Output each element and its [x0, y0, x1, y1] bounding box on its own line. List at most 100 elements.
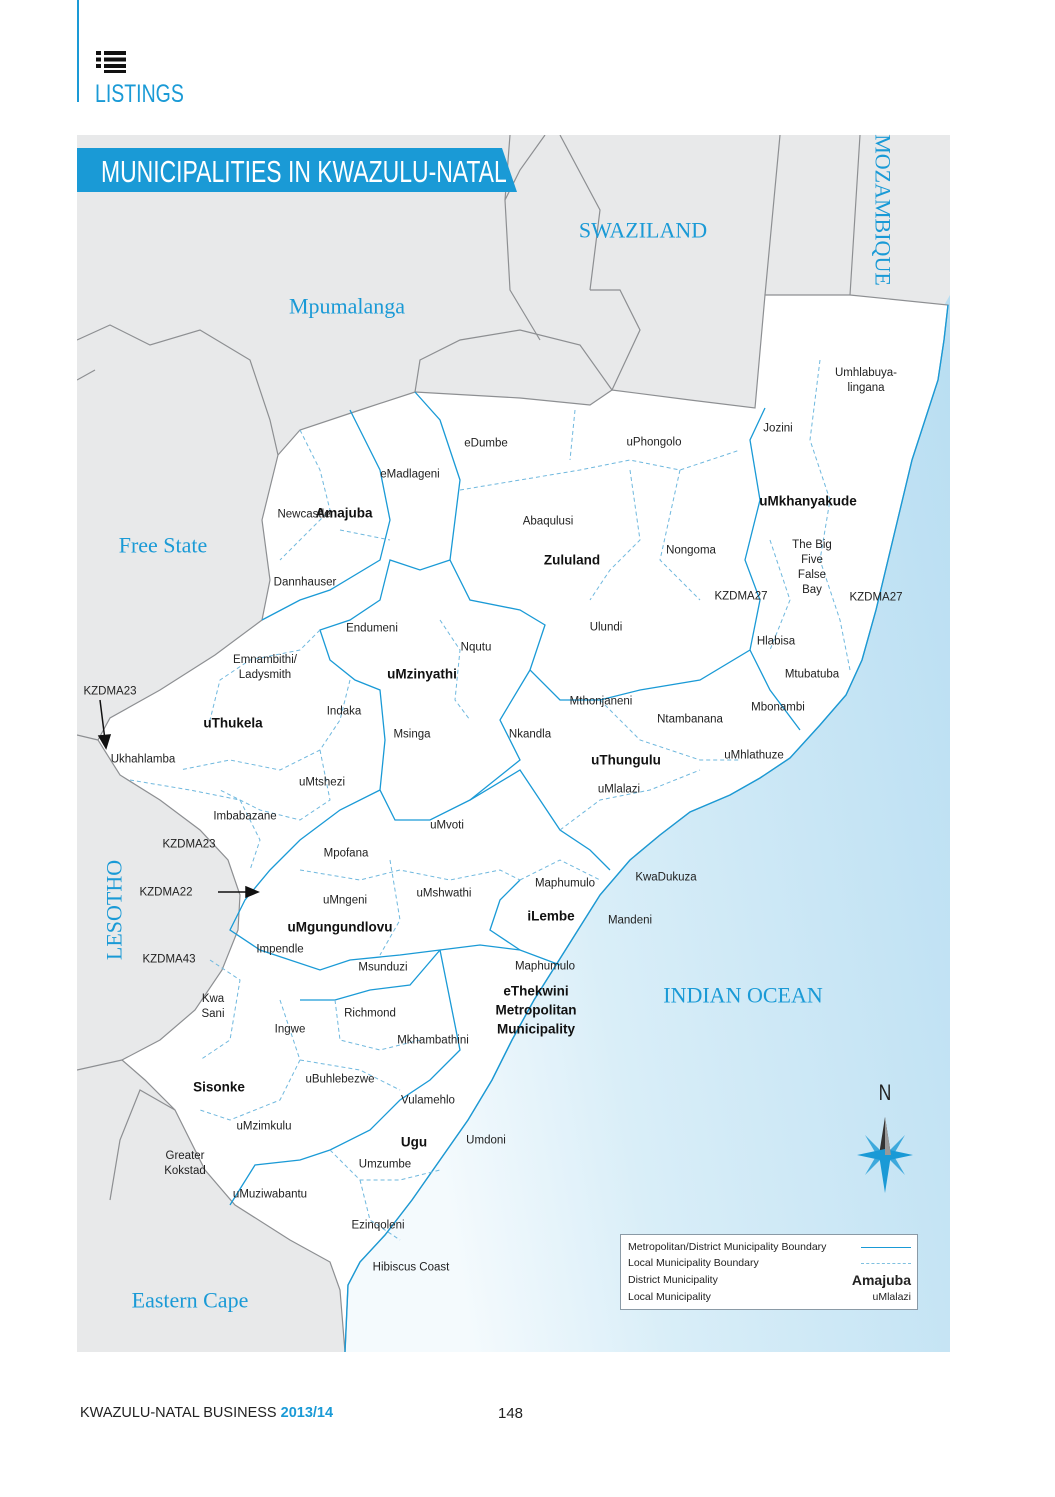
legend-item-district-boundary: Metropolitan/District Municipality Bound…	[628, 1239, 911, 1255]
local-boundary	[559, 769, 701, 831]
local-label: Hlabisa	[756, 635, 796, 648]
local-label: uPhongolo	[626, 436, 682, 449]
local-boundary	[199, 999, 301, 1121]
local-label: Jozini	[763, 422, 793, 435]
local-label: Mtubatuba	[784, 668, 840, 681]
region-label: SWAZILAND	[578, 217, 708, 243]
publication-name: KWAZULU-NATAL BUSINESS	[80, 1405, 277, 1421]
local-label: uMvoti	[430, 819, 464, 832]
district-boundary	[469, 669, 531, 801]
local-boundary	[209, 629, 321, 721]
local-label: Ulundi	[589, 621, 623, 634]
legend-label: Local Municipality Boundary	[628, 1257, 759, 1269]
local-label: uMngeni	[322, 894, 368, 907]
legend-label: District Municipality	[628, 1274, 718, 1286]
dashed-line-symbol	[861, 1262, 911, 1264]
local-boundary	[339, 529, 391, 541]
local-label: Msunduzi	[358, 961, 408, 974]
district-label: Ugu	[400, 1134, 428, 1150]
local-label: Kwa Sani	[201, 993, 225, 1020]
neighbour-border	[559, 135, 601, 291]
local-label: Maphumulo	[514, 960, 576, 973]
local-label: Mbonambi	[751, 701, 805, 714]
map-title-banner: MUNICIPALITIES IN KWAZULU-NATAL	[77, 148, 517, 192]
district-label: eThekwini Metropolitan Municipality	[495, 983, 577, 1037]
district-label: Amajuba	[315, 505, 373, 521]
local-boundary	[359, 1179, 401, 1241]
region-label: Free State	[118, 532, 208, 558]
district-boundary	[300, 949, 441, 1001]
section-rule	[77, 0, 79, 102]
local-boundary	[379, 859, 401, 956]
local-boundary	[179, 679, 351, 771]
local-label: Imbabazane	[213, 810, 277, 823]
local-label: Mandeni	[607, 914, 653, 927]
local-label: Abaqulusi	[522, 515, 574, 528]
local-boundary	[769, 539, 791, 651]
district-label: Zululand	[543, 552, 601, 568]
district-boundary	[414, 391, 766, 701]
district-label: Sisonke	[193, 1079, 245, 1095]
district-boundary	[489, 879, 521, 951]
map-title: MUNICIPALITIES IN KWAZULU-NATAL	[101, 154, 507, 189]
local-label: Maphumulo	[534, 877, 596, 890]
local-label: Vulamehlo	[401, 1094, 455, 1107]
local-boundary	[329, 1149, 441, 1181]
local-label: Hibiscus Coast	[372, 1261, 450, 1274]
local-label: Umzumbe	[358, 1158, 412, 1171]
local-label: KZDMA23	[162, 838, 216, 851]
local-label: Richmond	[344, 1007, 396, 1020]
local-boundary	[599, 699, 740, 761]
local-label: uMtshezi	[298, 776, 346, 789]
footer-publication: KWAZULU-NATAL BUSINESS 2013/14	[80, 1405, 333, 1421]
region-label: Mpumalanga	[288, 293, 406, 319]
local-label: Dannhauser	[273, 576, 337, 589]
local-boundary	[569, 409, 576, 461]
legend-item-district: District Municipality Amajuba	[628, 1272, 911, 1288]
neighbour-border	[77, 369, 96, 381]
publication-year: 2013/14	[280, 1405, 334, 1421]
district-boundary	[319, 559, 611, 871]
local-label: Umhlabuya- lingana	[835, 367, 897, 394]
region-label: MOZAMBIQUE	[870, 134, 896, 286]
local-label: Mkhambathini	[397, 1034, 469, 1047]
district-boundary	[749, 649, 801, 731]
local-label: uMzimkulu	[236, 1120, 292, 1133]
local-label: Ingwe	[274, 1023, 306, 1036]
legend-item-local: Local Municipality uMlalazi	[628, 1289, 911, 1305]
coastline	[344, 304, 949, 1352]
local-boundary	[299, 869, 521, 881]
local-label: KZDMA23	[83, 685, 137, 698]
local-label: Newcastle	[277, 508, 331, 521]
local-label: KZDMA43	[142, 953, 196, 966]
map-canvas	[77, 135, 950, 1352]
local-label: Endumeni	[346, 622, 398, 635]
solid-line-symbol	[861, 1246, 911, 1248]
arrowhead-icon	[97, 734, 112, 750]
district-label: uMkhanyakude	[759, 493, 857, 509]
local-label: uMuziwabantu	[232, 1188, 308, 1201]
region-label: LESOTHO	[101, 859, 127, 961]
arrowhead-icon	[245, 885, 260, 899]
list-icon	[96, 51, 126, 73]
legend-label: Metropolitan/District Municipality Bound…	[628, 1241, 827, 1253]
local-label: KZDMA27	[849, 591, 903, 604]
local-boundary	[589, 469, 641, 601]
neighbour-border	[504, 199, 541, 341]
district-label: uThungulu	[591, 752, 661, 768]
local-label: Ukhahlamba	[110, 753, 176, 766]
local-boundary	[459, 449, 741, 491]
neighbour-border	[590, 289, 641, 391]
local-label: Nkandla	[508, 728, 552, 741]
local-boundary	[659, 469, 701, 601]
local-label: KwaDukuza	[635, 871, 697, 884]
neighbour-border	[77, 1059, 123, 1071]
compass-rose-icon	[857, 1117, 913, 1193]
legend-sample: uMlalazi	[872, 1291, 911, 1303]
local-label: Emnambithi/ Ladysmith	[233, 654, 297, 681]
local-label: Impendle	[256, 943, 304, 956]
local-label: Nongoma	[666, 544, 716, 557]
neighbour-border	[77, 324, 279, 456]
neighbour-border	[109, 1089, 176, 1201]
local-label: eDumbe	[464, 437, 508, 450]
